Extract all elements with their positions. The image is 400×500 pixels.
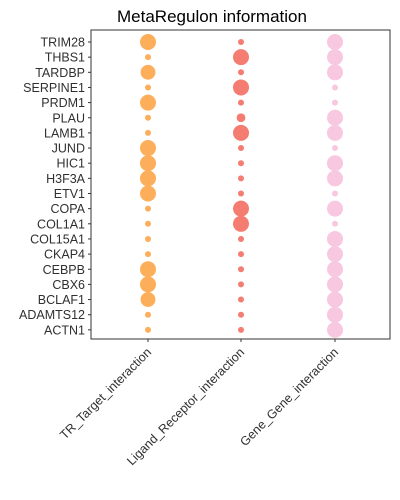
x-axis: TR_Target_interactionLigand_Receptor_int… [57,339,341,468]
dot-point [238,251,244,258]
dots-layer [140,34,343,338]
dot-point [327,64,343,81]
y-tick-label: LAMB1 [44,126,85,140]
dot-point [327,170,343,187]
dot-point [140,292,156,307]
y-tick-label: PLAU [52,111,85,125]
y-tick-label: CBX6 [52,278,85,292]
dot-point [140,155,156,172]
dot-point [145,114,151,121]
y-tick-label: TARDBP [35,66,85,80]
dot-point [332,190,338,197]
dot-point [327,200,343,217]
dot-point [140,64,156,80]
dot-point [327,109,343,126]
dot-point [327,230,343,247]
dot-point [327,155,343,172]
y-tick-label: JUND [52,142,85,156]
dot-point [145,54,151,61]
dot-point [238,69,244,76]
dot-point [140,185,156,202]
dot-point [233,215,249,232]
dot-point [233,200,249,217]
dot-point [327,34,343,50]
dot-point [327,321,343,338]
dot-point [145,251,151,258]
y-tick-label: H3F3A [46,172,86,186]
dot-point [332,99,338,106]
dot-point [332,220,338,227]
x-tick-label: Gene_Gene_interaction [237,345,341,449]
dot-point [332,145,338,152]
dot-point [238,266,244,273]
y-tick-label: PRDM1 [41,96,85,110]
y-tick-label: THBS1 [45,51,85,65]
chart-title: MetaRegulon information [117,7,307,26]
dot-point [140,140,156,157]
dot-point [327,291,343,308]
dot-point [238,296,244,303]
y-tick-label: CEBPB [43,263,85,277]
dot-point [327,276,343,293]
y-tick-label: COL1A1 [37,217,85,231]
y-tick-label: HIC1 [57,157,86,171]
dot-point [145,129,151,136]
dot-point [238,99,244,106]
dot-point [145,84,151,91]
dot-point [332,84,338,91]
dot-point [238,39,244,45]
dot-point [327,124,343,141]
dot-point [233,49,249,66]
y-tick-label: TRIM28 [41,36,86,50]
y-tick-label: COL15A1 [30,232,85,246]
dot-point [238,326,244,333]
plot-panel [90,29,391,340]
y-tick-label: COPA [51,202,86,216]
dot-point [238,235,244,242]
y-tick-label: ADAMTS12 [19,308,85,322]
x-tick-label: TR_Target_interaction [57,345,154,442]
dot-point [140,261,156,278]
dot-point [140,170,156,187]
y-tick-label: ACTN1 [44,323,85,337]
dot-point [140,34,156,50]
dot-point [238,145,244,152]
dot-point [233,79,249,96]
dot-point [145,311,151,318]
dot-point [145,235,151,242]
y-tick-label: ETV1 [54,187,85,201]
dot-point [145,326,151,333]
dot-point [238,160,244,167]
dot-point [238,175,244,182]
dot-point [327,306,343,323]
dot-point [145,205,151,212]
dot-point [233,124,249,141]
y-tick-label: CKAP4 [44,248,85,262]
y-tick-label: SERPINE1 [23,81,85,95]
dot-point [238,281,244,288]
dot-point [238,311,244,318]
y-tick-label: BCLAF1 [38,293,85,307]
dot-point [140,94,156,111]
dot-point [327,49,343,66]
dot-point [145,220,151,227]
dot-point [327,261,343,278]
dot-point [236,113,246,123]
dot-point [238,190,244,197]
dot-point [327,246,343,263]
dot-point [140,276,156,293]
